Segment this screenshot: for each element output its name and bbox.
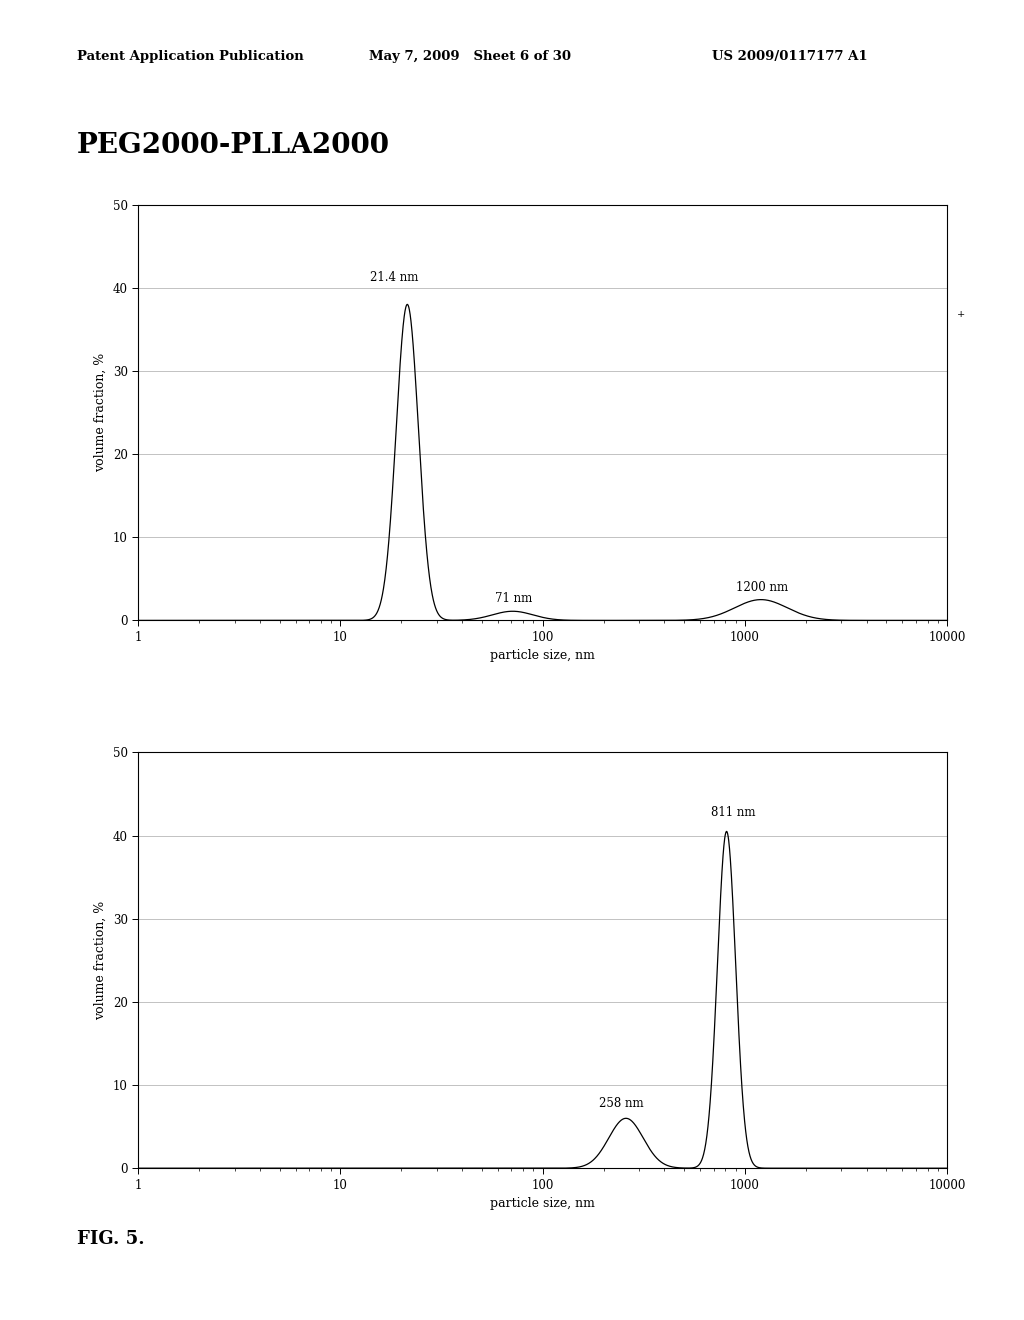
Text: 811 nm: 811 nm (711, 807, 756, 818)
Text: 21.4 nm: 21.4 nm (370, 271, 419, 284)
Text: May 7, 2009   Sheet 6 of 30: May 7, 2009 Sheet 6 of 30 (369, 50, 570, 63)
Text: 71 nm: 71 nm (495, 593, 532, 606)
Y-axis label: volume fraction, %: volume fraction, % (94, 900, 108, 1020)
Text: 1200 nm: 1200 nm (735, 581, 787, 594)
Text: US 2009/0117177 A1: US 2009/0117177 A1 (712, 50, 867, 63)
Text: 258 nm: 258 nm (599, 1097, 644, 1110)
Text: FIG. 5.: FIG. 5. (77, 1230, 144, 1249)
Text: +: + (956, 310, 966, 319)
X-axis label: particle size, nm: particle size, nm (490, 649, 595, 663)
Text: Patent Application Publication: Patent Application Publication (77, 50, 303, 63)
Y-axis label: volume fraction, %: volume fraction, % (94, 352, 108, 473)
Text: PEG2000-PLLA2000: PEG2000-PLLA2000 (77, 132, 390, 158)
X-axis label: particle size, nm: particle size, nm (490, 1197, 595, 1210)
